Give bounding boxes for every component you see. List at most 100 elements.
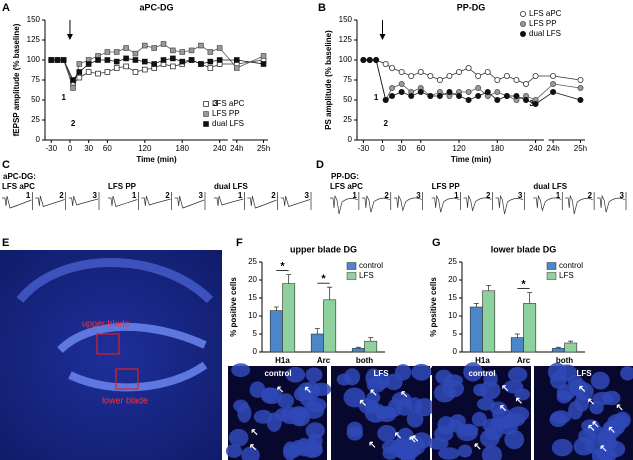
series-line <box>363 59 581 85</box>
marker <box>456 93 463 100</box>
arrow <box>370 389 377 396</box>
nucleus <box>427 437 449 450</box>
marker <box>170 63 176 70</box>
legend-swatch <box>546 272 557 280</box>
marker <box>188 47 195 54</box>
marker <box>95 70 101 77</box>
marker <box>76 69 83 75</box>
marker <box>503 93 510 100</box>
x-tick-label: 60 <box>103 144 112 153</box>
nucleus <box>481 445 503 460</box>
panel-label: B <box>318 2 326 14</box>
nucleus <box>438 447 460 460</box>
arrow <box>502 385 509 392</box>
trace-marker: 2 <box>486 191 491 200</box>
marker <box>382 61 389 68</box>
marker <box>142 66 148 73</box>
legend-label: LFS <box>359 271 374 280</box>
nucleus <box>390 437 412 458</box>
marker <box>123 55 129 62</box>
arrow <box>369 441 376 448</box>
trace-marker: 1 <box>556 191 561 200</box>
nucleus <box>305 367 323 383</box>
arrow <box>592 421 599 428</box>
nucleus <box>225 444 243 458</box>
arrow <box>588 424 595 431</box>
marker <box>179 49 186 55</box>
marker <box>132 69 139 75</box>
x-axis-label: Time (min) <box>136 155 177 164</box>
trace-marker: 3 <box>416 191 421 200</box>
marker <box>523 97 530 104</box>
marker <box>465 65 472 72</box>
error-bar <box>273 306 279 311</box>
marker <box>494 77 501 84</box>
micrograph-label: control <box>468 369 495 378</box>
marker <box>408 93 415 100</box>
micrograph-label: LFS <box>576 369 592 378</box>
nucleus <box>448 420 464 433</box>
y-tick-label: 25 <box>343 115 352 124</box>
bar <box>351 348 365 353</box>
marker <box>151 61 157 67</box>
y-axis-label: % positive cells <box>429 277 438 337</box>
micrograph: LFS <box>331 363 435 460</box>
trace <box>247 195 277 209</box>
x-tick-label: 60 <box>416 144 425 153</box>
panel-label: E <box>2 237 9 249</box>
trace <box>280 195 311 207</box>
nucleus <box>620 366 633 381</box>
legend-swatch <box>346 262 357 270</box>
nucleus <box>301 438 323 459</box>
trace-marker: 1 <box>454 191 459 200</box>
nucleus <box>343 368 361 386</box>
arrow <box>515 397 522 404</box>
marker <box>417 69 424 76</box>
x-tick-label: both <box>556 356 573 365</box>
marker <box>366 57 373 64</box>
marker <box>132 57 139 63</box>
nucleus <box>473 383 488 397</box>
micrograph: LFS <box>534 362 633 460</box>
arrow <box>409 436 416 443</box>
y-tick-label: 15 <box>248 293 257 302</box>
trace-marker: 2 <box>271 191 276 200</box>
marker <box>532 73 539 80</box>
marker <box>494 89 501 96</box>
trace <box>141 195 171 207</box>
y-tick-label: 15 <box>448 293 457 302</box>
marker <box>494 97 501 104</box>
trace-marker: 3 <box>93 191 98 200</box>
y-tick-label: 150 <box>339 15 353 24</box>
arrow <box>616 404 623 411</box>
trace-group-label: LFS PP <box>108 182 137 191</box>
nucleus <box>249 381 266 398</box>
nucleus <box>414 398 435 417</box>
arrow <box>394 432 402 439</box>
marker <box>160 57 167 63</box>
trace <box>330 194 359 215</box>
legend-marker <box>203 101 209 107</box>
marker <box>446 89 453 96</box>
x-tick-label: Arc <box>517 356 531 365</box>
error-bar <box>286 274 292 284</box>
nucleus <box>476 397 495 411</box>
x-tick-label: 25h <box>574 144 587 153</box>
bar <box>269 310 283 353</box>
marker <box>104 69 111 75</box>
marker <box>398 81 405 88</box>
marker <box>389 65 396 72</box>
lower-blade-box <box>115 368 139 390</box>
trace <box>533 194 562 212</box>
trace-marker: 1 <box>132 191 137 200</box>
trace <box>2 195 32 209</box>
cell-layer <box>16 258 214 304</box>
arrow <box>277 386 284 393</box>
x-tick-label: 24h <box>230 144 243 153</box>
error-bar <box>527 292 533 304</box>
legend-swatch <box>546 262 557 270</box>
marker <box>475 85 482 92</box>
trace-group-label: LFS PP <box>432 182 461 191</box>
trace-marker: 3 <box>199 191 204 200</box>
nucleus <box>463 362 483 382</box>
